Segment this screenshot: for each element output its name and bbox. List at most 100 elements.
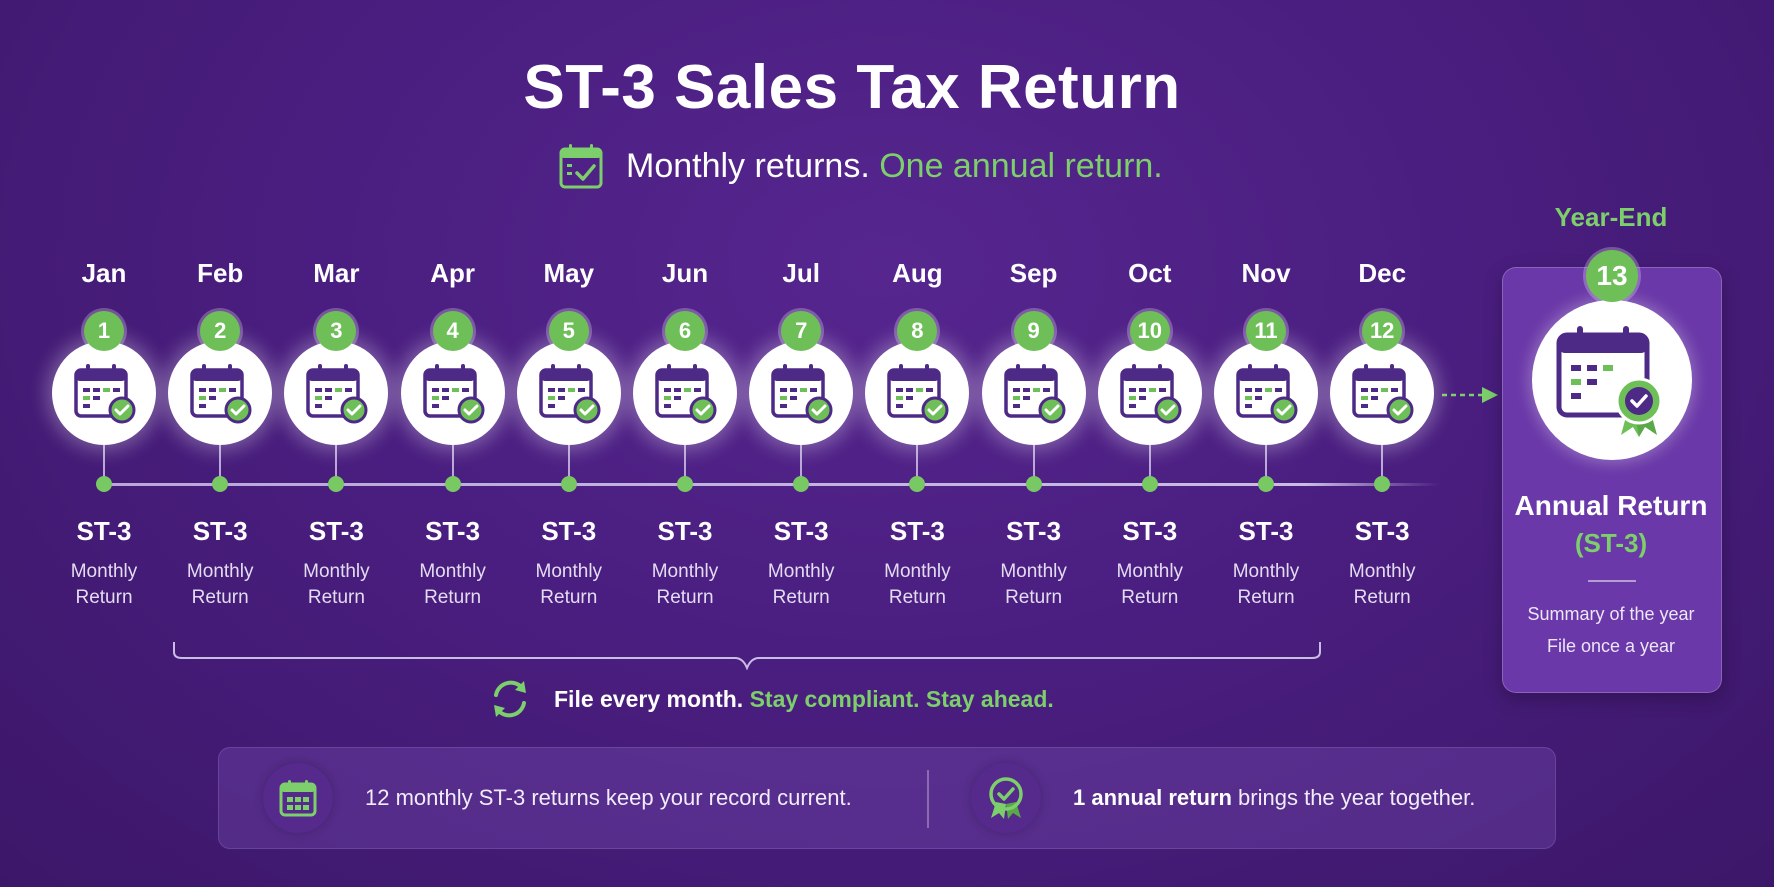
return-description: Monthly Return [1090, 559, 1210, 611]
annual-desc-line-1: Summary of the year [1527, 604, 1695, 624]
month-mar: Mar 3 ST-3 Monthly Return [276, 255, 396, 608]
step-badge: 12 [1362, 311, 1403, 351]
year-end-label: Year-End [1554, 202, 1668, 232]
calendar-check-icon [168, 341, 273, 445]
month-label: Jan [81, 258, 127, 288]
return-desc-line-2: Return [75, 587, 133, 608]
calendar-check-icon [981, 341, 1086, 445]
return-desc-line-1: Monthly [1000, 561, 1067, 582]
calendar-check-icon [749, 341, 854, 445]
timeline-stem [219, 445, 222, 483]
return-desc-line-1: Monthly [303, 561, 370, 582]
timeline-dot [328, 476, 345, 492]
return-code: ST-3 [1354, 516, 1410, 546]
timeline-dot [212, 476, 229, 492]
month-may: May 5 ST-3 Monthly Return [509, 255, 629, 608]
calendar-check-icon [516, 341, 621, 445]
timeline-dot [1258, 476, 1274, 492]
page-title: ST-3 Sales Tax Return [523, 53, 1181, 122]
return-desc-line-2: Return [1005, 587, 1063, 608]
footer-separator [927, 770, 929, 828]
return-desc-line-1: Monthly [651, 561, 719, 582]
annual-divider [1588, 580, 1636, 582]
step-badge: 11 [1246, 311, 1286, 351]
return-description: Monthly Return [1322, 559, 1442, 611]
return-description: Monthly Return [974, 559, 1094, 611]
return-desc-line-1: Monthly [70, 561, 138, 582]
return-code: ST-3 [76, 516, 132, 546]
return-desc-line-1: Monthly [535, 561, 603, 582]
annual-icon-disc [1532, 300, 1692, 460]
return-desc-line-2: Return [307, 587, 365, 608]
timeline-stem [684, 445, 686, 483]
step-badge: 3 [316, 311, 357, 351]
step-badge: 1 [84, 311, 124, 351]
return-description: Monthly Return [393, 559, 513, 611]
return-description: Monthly Return [44, 559, 164, 611]
return-code: ST-3 [308, 516, 364, 546]
step-badge: 7 [781, 311, 822, 351]
step-badge: 6 [665, 311, 705, 351]
timeline-stem [1032, 445, 1035, 483]
slogan-accent: Stay compliant. Stay ahead. [749, 685, 1054, 712]
return-desc-line-2: Return [888, 587, 946, 608]
annual-description: Summary of the year File once a year [1502, 598, 1720, 662]
return-description: Monthly Return [741, 559, 861, 611]
timeline-stem [567, 445, 570, 483]
return-code: ST-3 [657, 516, 713, 546]
calendar-check-icon [1330, 341, 1435, 445]
month-label: Dec [1358, 258, 1407, 288]
return-desc-line-2: Return [1237, 587, 1295, 608]
month-jul: Jul 7 ST-3 Monthly Return [741, 255, 861, 608]
annual-desc-line-2: File once a year [1546, 636, 1676, 656]
footer-annual-summary: 1 annual return brings the year together… [971, 748, 1475, 848]
month-apr: Apr 4 ST-3 Monthly Return [393, 255, 513, 608]
step-badge: 4 [432, 311, 473, 351]
timeline-dot [1141, 476, 1158, 492]
return-description: Monthly Return [1206, 559, 1326, 611]
step-badge: 8 [897, 311, 938, 351]
month-label: Jul [782, 258, 820, 288]
month-label: Sep [1009, 258, 1058, 288]
return-description: Monthly Return [509, 559, 629, 611]
return-desc-line-2: Return [1353, 587, 1411, 608]
subtitle: Monthly returns. One annual return. [558, 138, 1163, 194]
calendar-check-icon [284, 341, 389, 445]
return-desc-line-1: Monthly [884, 561, 951, 582]
timeline-stem [335, 445, 338, 483]
calendar-check-icon [865, 341, 970, 445]
month-label: Nov [1241, 258, 1291, 288]
return-code: ST-3 [192, 516, 248, 546]
return-desc-line-2: Return [191, 587, 249, 608]
return-desc-line-2: Return [772, 587, 830, 608]
monthly-brace [173, 642, 1321, 670]
footer-summary-bar: 12 monthly ST-3 returns keep your record… [218, 747, 1556, 849]
month-jun: Jun 6 ST-3 Monthly Return [625, 255, 745, 608]
month-oct: Oct 10 ST-3 Monthly Return [1090, 255, 1210, 608]
calendar-check-icon [400, 341, 505, 445]
month-aug: Aug 8 ST-3 Monthly Return [857, 255, 977, 608]
arrow-to-annual-icon [1442, 387, 1498, 403]
return-desc-line-1: Monthly [1348, 561, 1416, 582]
return-code: ST-3 [1122, 516, 1178, 546]
month-dec: Dec 12 ST-3 Monthly Return [1322, 255, 1442, 608]
return-desc-line-1: Monthly [419, 561, 486, 582]
return-code: ST-3 [425, 516, 481, 546]
step-badge: 9 [1013, 311, 1054, 351]
calendar-check-icon [1097, 341, 1202, 445]
footer-monthly-summary: 12 monthly ST-3 returns keep your record… [263, 748, 852, 848]
refresh-cycle-icon [494, 680, 526, 718]
return-code: ST-3 [773, 516, 829, 546]
return-desc-line-2: Return [424, 587, 482, 608]
footer-award-icon [971, 763, 1041, 833]
timeline-stem [1265, 445, 1267, 483]
return-description: Monthly Return [625, 559, 745, 611]
month-label: Mar [313, 258, 360, 288]
footer-monthly-count: 12 [365, 785, 390, 810]
month-label: Apr [430, 258, 475, 288]
return-description: Monthly Return [276, 559, 396, 611]
slogan-lead: File every month. [554, 685, 744, 712]
return-code: ST-3 [889, 516, 945, 546]
return-desc-line-1: Monthly [767, 561, 835, 582]
timeline-line [104, 483, 1440, 486]
